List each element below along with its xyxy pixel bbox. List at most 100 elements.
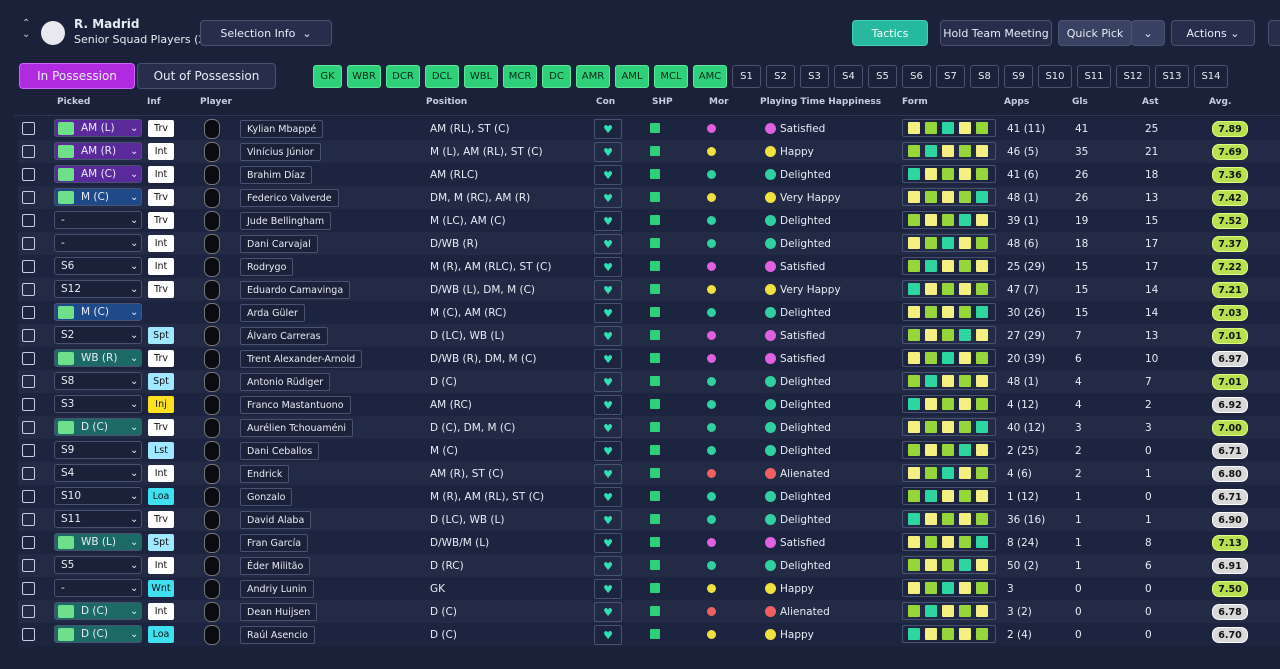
position-button[interactable]: S11 — [1077, 65, 1111, 88]
player-name[interactable]: Endrick — [240, 465, 290, 483]
picked-dropdown[interactable]: S8 — [54, 372, 142, 390]
checkbox[interactable] — [22, 237, 35, 250]
picked-dropdown[interactable]: - — [54, 234, 142, 252]
column-header[interactable]: Form — [902, 97, 928, 107]
picked-dropdown[interactable]: D (C) — [54, 418, 142, 436]
picked-dropdown[interactable]: M (C) — [54, 188, 142, 206]
dropdown-arrow[interactable]: ⌄ — [130, 422, 139, 433]
dropdown-arrow[interactable]: ⌄ — [130, 399, 139, 410]
column-header[interactable]: Playing Time Happiness — [760, 97, 882, 107]
dropdown-arrow[interactable]: ⌄ — [130, 330, 139, 341]
position-button[interactable]: S13 — [1155, 65, 1189, 88]
dropdown-arrow[interactable]: ⌄ — [130, 445, 139, 456]
player-name[interactable]: Aurélien Tchouaméni — [240, 419, 354, 437]
more-button[interactable] — [1268, 20, 1280, 46]
checkbox[interactable] — [22, 444, 35, 457]
position-button[interactable]: S5 — [868, 65, 897, 88]
dropdown-arrow[interactable]: ⌄ — [130, 606, 139, 617]
in-possession-tab[interactable]: In Possession — [19, 63, 135, 89]
column-header[interactable]: Position — [426, 97, 468, 107]
dropdown-arrow[interactable]: ⌄ — [130, 629, 139, 640]
checkbox[interactable] — [22, 398, 35, 411]
picked-dropdown[interactable]: S3 — [54, 395, 142, 413]
position-button[interactable]: WBR — [347, 65, 381, 88]
picked-dropdown[interactable]: - — [54, 579, 142, 597]
picked-dropdown[interactable]: WB (L) — [54, 533, 142, 551]
player-name[interactable]: Raúl Asencio — [240, 626, 315, 644]
picked-dropdown[interactable]: S12 — [54, 280, 142, 298]
position-button[interactable]: S10 — [1038, 65, 1072, 88]
column-header[interactable]: Apps — [1004, 97, 1030, 107]
picked-dropdown[interactable]: AM (C) — [54, 165, 142, 183]
position-button[interactable]: S9 — [1004, 65, 1033, 88]
player-name[interactable]: Dani Carvajal — [240, 235, 318, 253]
position-button[interactable]: S3 — [800, 65, 829, 88]
checkbox[interactable] — [22, 352, 35, 365]
dropdown-arrow[interactable]: ⌄ — [130, 376, 139, 387]
player-name[interactable]: Arda Güler — [240, 304, 305, 322]
player-name[interactable]: Fran García — [240, 534, 309, 552]
player-name[interactable]: Rodrygo — [240, 258, 294, 276]
dropdown-arrow[interactable]: ⌄ — [130, 123, 139, 134]
player-name[interactable]: Eduardo Camavinga — [240, 281, 351, 299]
picked-dropdown[interactable]: S10 — [54, 487, 142, 505]
position-button[interactable]: AMR — [576, 65, 610, 88]
player-name[interactable]: Vinícius Júnior — [240, 143, 321, 161]
player-name[interactable]: Dani Ceballos — [240, 442, 320, 460]
position-button[interactable]: GK — [313, 65, 342, 88]
dropdown-arrow[interactable]: ⌄ — [130, 307, 139, 318]
checkbox[interactable] — [22, 490, 35, 503]
position-button[interactable]: AML — [615, 65, 649, 88]
checkbox[interactable] — [22, 283, 35, 296]
position-button[interactable]: DC — [542, 65, 571, 88]
column-header[interactable]: Gls — [1072, 97, 1088, 107]
position-button[interactable]: S7 — [936, 65, 965, 88]
player-name[interactable]: Trent Alexander-Arnold — [240, 350, 363, 368]
position-button[interactable]: S8 — [970, 65, 999, 88]
checkbox[interactable] — [22, 375, 35, 388]
checkbox[interactable] — [22, 122, 35, 135]
picked-dropdown[interactable]: D (C) — [54, 602, 142, 620]
picked-dropdown[interactable]: D (C) — [54, 625, 142, 643]
player-name[interactable]: Gonzalo — [240, 488, 293, 506]
picked-dropdown[interactable]: S11 — [54, 510, 142, 528]
dropdown-arrow[interactable]: ⌄ — [130, 353, 139, 364]
checkbox[interactable] — [22, 145, 35, 158]
position-button[interactable]: MCL — [654, 65, 688, 88]
picked-dropdown[interactable]: AM (R) — [54, 142, 142, 160]
dropdown-arrow[interactable]: ⌄ — [130, 284, 139, 295]
dropdown-arrow[interactable]: ⌄ — [130, 560, 139, 571]
position-button[interactable]: DCR — [386, 65, 420, 88]
position-button[interactable]: DCL — [425, 65, 459, 88]
checkbox[interactable] — [22, 582, 35, 595]
player-name[interactable]: Federico Valverde — [240, 189, 339, 207]
tactics-button[interactable]: Tactics — [852, 20, 928, 46]
dropdown-arrow[interactable]: ⌄ — [130, 215, 139, 226]
column-header[interactable]: SHP — [652, 97, 673, 107]
position-button[interactable]: S14 — [1194, 65, 1228, 88]
column-header[interactable]: Inf — [147, 97, 161, 107]
picked-dropdown[interactable]: - — [54, 211, 142, 229]
dropdown-arrow[interactable]: ⌄ — [130, 261, 139, 272]
quick-pick-button[interactable]: Quick Pick — [1058, 20, 1132, 46]
selection-info-button[interactable]: Selection Info ⌄ — [200, 20, 332, 46]
checkbox[interactable] — [22, 306, 35, 319]
position-button[interactable]: WBL — [464, 65, 498, 88]
player-name[interactable]: Brahim Díaz — [240, 166, 312, 184]
checkbox[interactable] — [22, 214, 35, 227]
checkbox[interactable] — [22, 168, 35, 181]
checkbox[interactable] — [22, 628, 35, 641]
player-name[interactable]: Dean Huijsen — [240, 603, 318, 621]
player-name[interactable]: Antonio Rüdiger — [240, 373, 331, 391]
player-name[interactable]: Kylian Mbappé — [240, 120, 324, 138]
picked-dropdown[interactable]: M (C) — [54, 303, 142, 321]
dropdown-arrow[interactable]: ⌄ — [130, 514, 139, 525]
position-button[interactable]: S1 — [732, 65, 761, 88]
dropdown-arrow[interactable]: ⌄ — [130, 238, 139, 249]
column-header[interactable]: Mor — [709, 97, 729, 107]
player-name[interactable]: Franco Mastantuono — [240, 396, 351, 414]
column-header[interactable]: Ast — [1142, 97, 1159, 107]
checkbox[interactable] — [22, 467, 35, 480]
player-name[interactable]: Jude Bellingham — [240, 212, 332, 230]
player-name[interactable]: Éder Militão — [240, 557, 311, 575]
